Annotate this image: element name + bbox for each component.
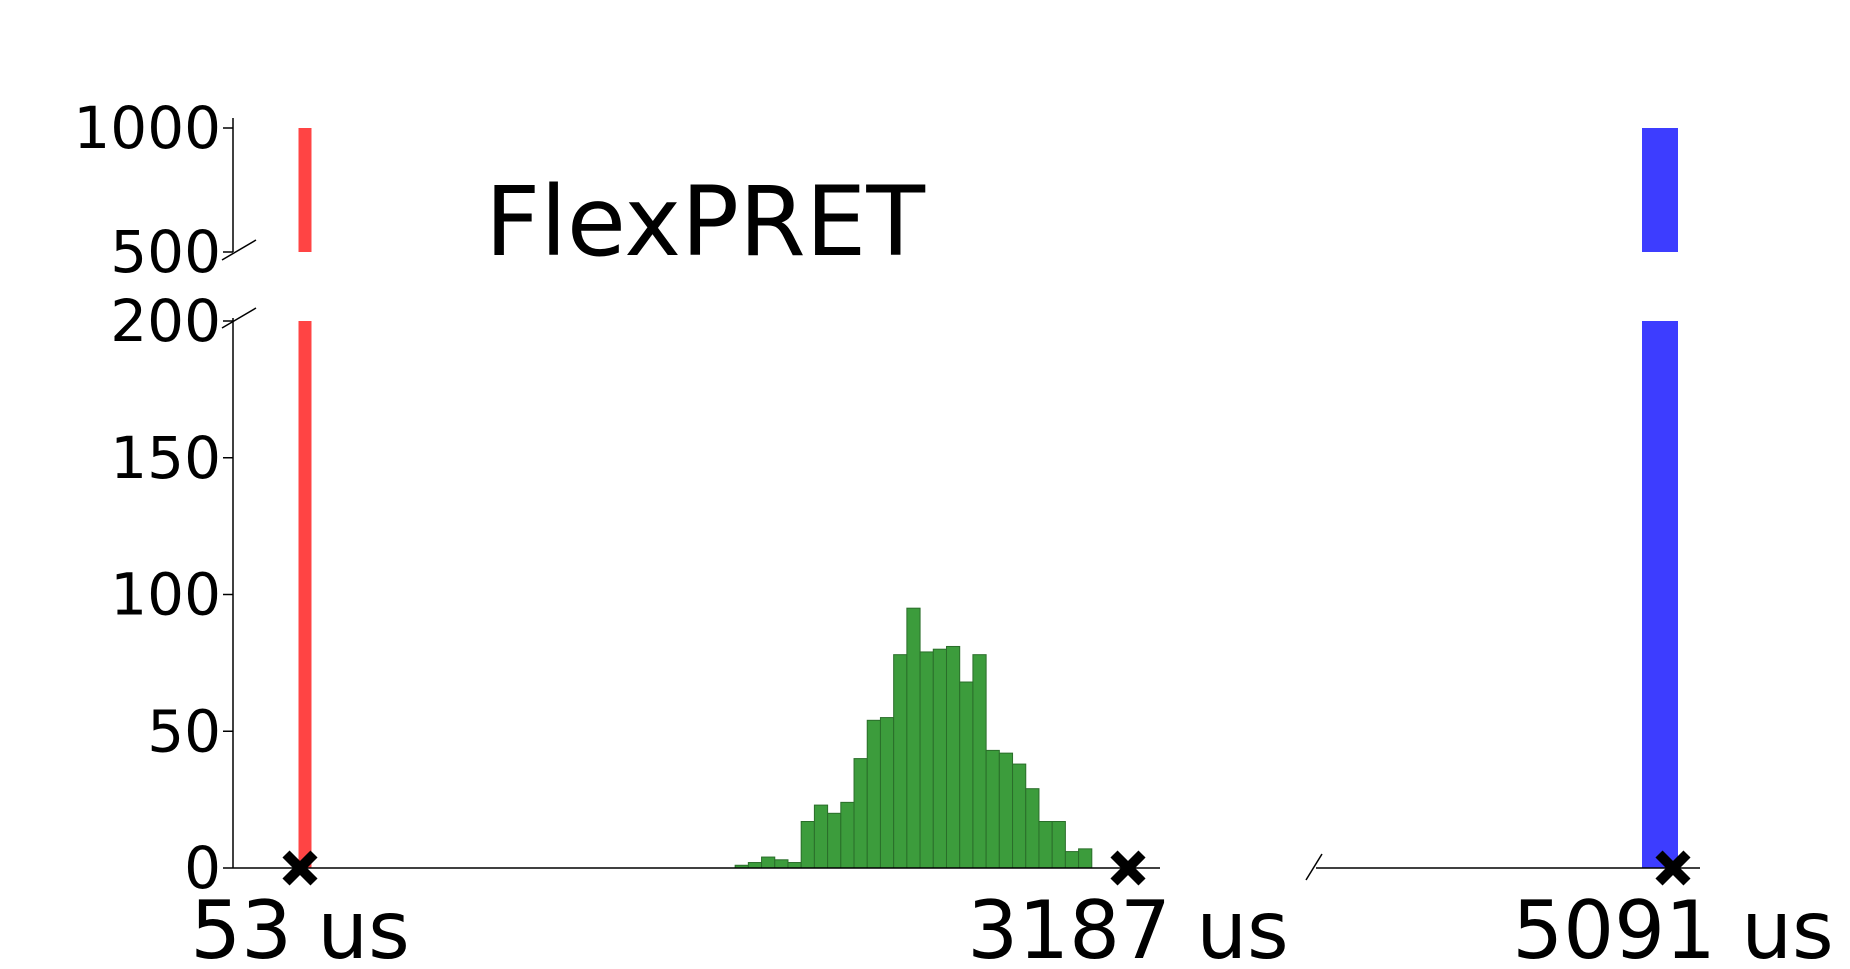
x-marker-icon	[1110, 850, 1146, 886]
x-axis	[233, 853, 1700, 881]
bar-green	[1038, 821, 1053, 869]
bar-green	[774, 859, 789, 869]
y-tick-label: 200	[110, 287, 221, 355]
bar-green	[879, 717, 895, 869]
y-tick-label: 0	[184, 834, 221, 902]
y-tick-label: 500	[110, 218, 221, 286]
y-break-mark-upper	[221, 239, 257, 261]
bar-green	[985, 749, 1000, 869]
x-marker-label: 5091 us	[1512, 884, 1833, 969]
bar-green	[945, 645, 961, 869]
y-tick-label: 100	[110, 561, 221, 629]
y-break-mark-lower	[221, 307, 257, 329]
lower-y-axis: 0 50 100 150 200	[110, 287, 257, 902]
y-tick-label: 150	[110, 424, 221, 492]
bar-green	[906, 607, 921, 869]
bar-green	[959, 681, 974, 869]
chart-title: FlexPRET	[485, 166, 925, 278]
upper-y-axis: 500 1000	[73, 94, 257, 286]
bar-green	[1012, 763, 1027, 869]
x-marker-icon	[1655, 850, 1691, 886]
bar-green	[800, 821, 815, 869]
y-tick-label: 50	[147, 697, 221, 765]
bar-green	[1025, 788, 1040, 869]
bar-green	[840, 801, 855, 869]
x-break-mark	[1305, 853, 1323, 881]
bar-green	[972, 654, 987, 869]
x-markers: 53 us 3187 us 5091 us	[190, 850, 1834, 969]
bar-blue-lower	[1642, 321, 1678, 868]
bar-green	[1078, 848, 1093, 869]
bar-green	[827, 812, 842, 869]
bar-red-upper	[298, 128, 312, 252]
bar-green	[813, 804, 829, 869]
bar-green	[761, 856, 776, 869]
bar-green	[919, 651, 934, 869]
bar-green	[787, 862, 802, 869]
bar-red-lower	[298, 321, 312, 868]
x-marker-icon	[282, 850, 318, 886]
bar-green	[893, 654, 908, 869]
bar-green	[866, 719, 881, 869]
bar-green	[998, 752, 1014, 869]
bars-group	[298, 128, 1678, 869]
bar-green	[853, 758, 868, 869]
bar-blue-upper	[1642, 128, 1678, 252]
bar-green	[1051, 821, 1066, 869]
x-marker-label: 3187 us	[967, 884, 1288, 969]
bar-green	[747, 862, 763, 869]
bar-green	[932, 648, 947, 869]
x-marker-label: 53 us	[190, 884, 410, 969]
y-tick-label: 1000	[73, 94, 221, 162]
bar-green	[1064, 851, 1080, 869]
